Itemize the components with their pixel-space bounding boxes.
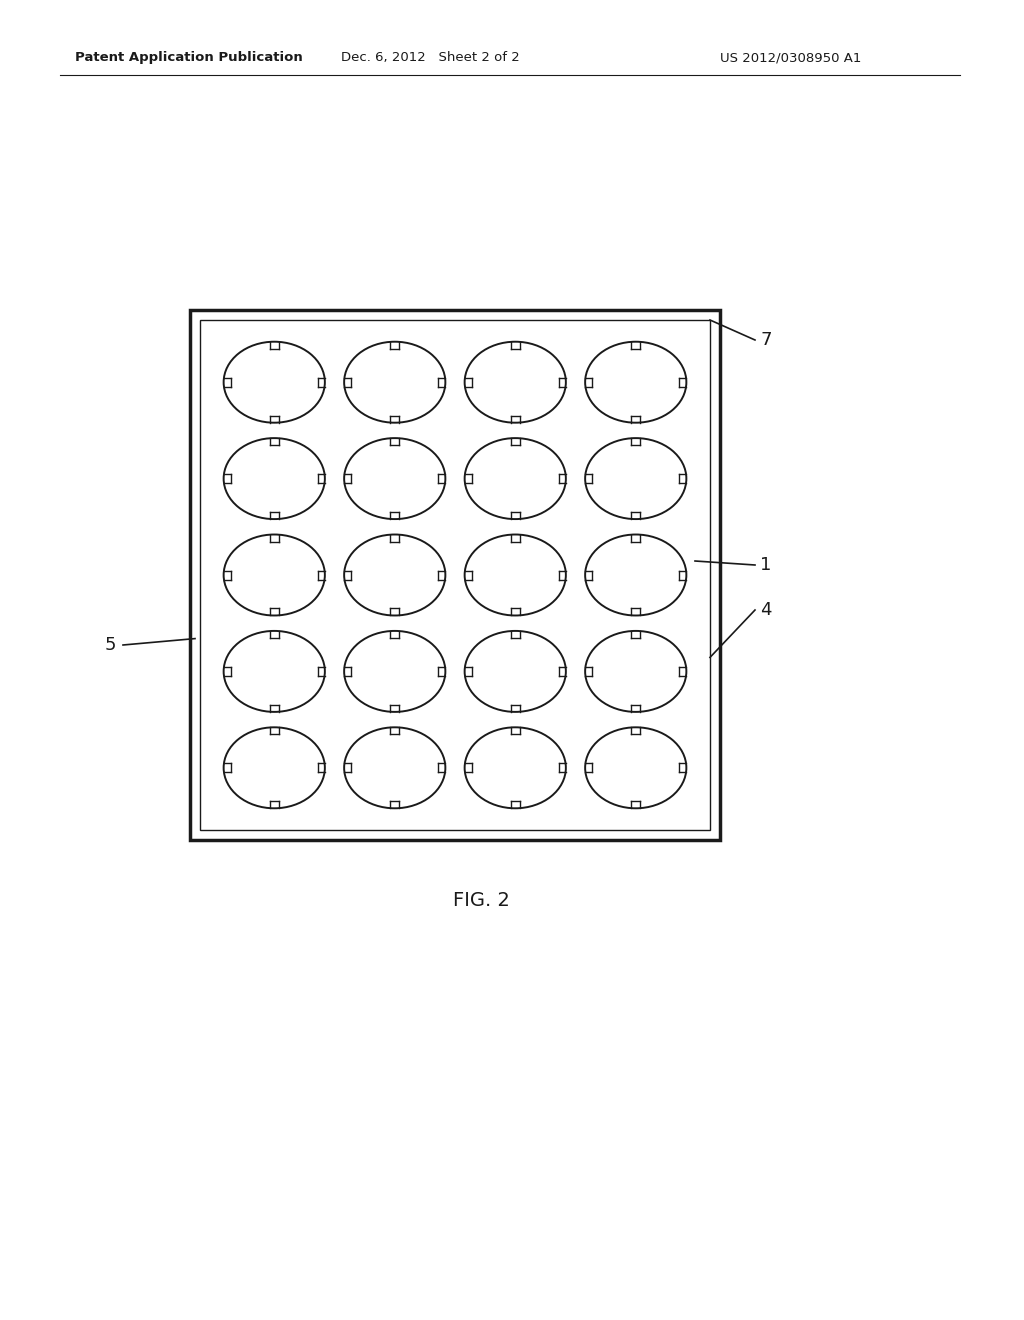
Text: 4: 4 [760, 601, 771, 619]
Bar [200, 319, 710, 830]
Text: 7: 7 [760, 331, 771, 348]
Text: US 2012/0308950 A1: US 2012/0308950 A1 [720, 51, 861, 65]
Text: FIG. 2: FIG. 2 [453, 891, 510, 909]
Text: Dec. 6, 2012   Sheet 2 of 2: Dec. 6, 2012 Sheet 2 of 2 [341, 51, 519, 65]
Bar [190, 310, 720, 840]
Text: 1: 1 [760, 556, 771, 574]
Text: Patent Application Publication: Patent Application Publication [75, 51, 303, 65]
Text: 5: 5 [105, 636, 117, 653]
